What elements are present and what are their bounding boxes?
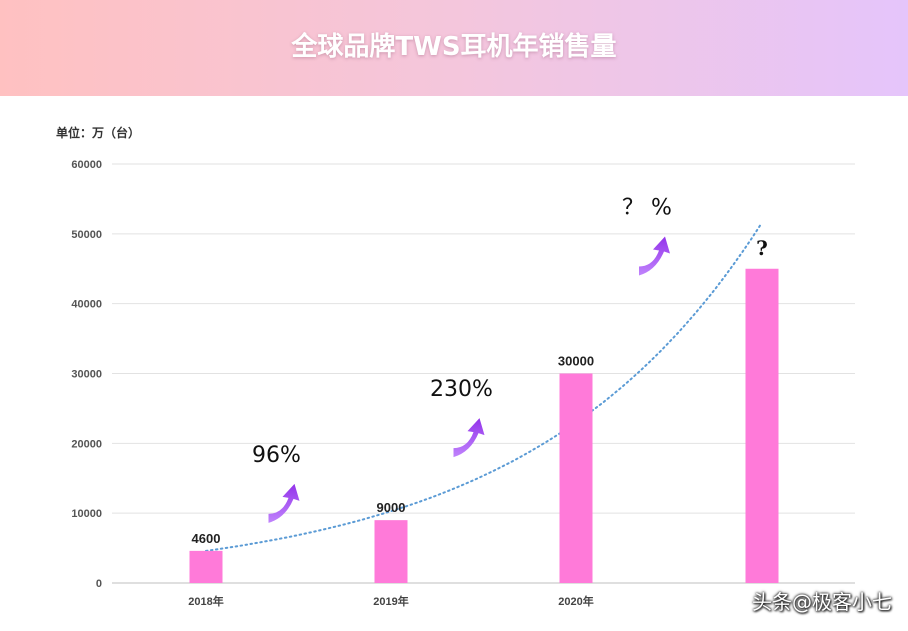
growth-arrow-icon <box>639 236 670 276</box>
y-tick-label: 50000 <box>71 229 102 241</box>
x-tick-label: 2020年 <box>558 594 593 608</box>
data-label: 30000 <box>558 354 594 369</box>
data-label: 4600 <box>192 531 221 546</box>
bar <box>189 550 223 583</box>
growth-label: 96% <box>252 443 301 468</box>
y-tick-label: 0 <box>96 578 102 590</box>
bar <box>559 373 593 583</box>
y-tick-label: 40000 <box>71 299 102 311</box>
x-tick-label: 2019年 <box>373 594 408 608</box>
header-banner <box>0 0 908 96</box>
data-label: ? <box>756 236 768 260</box>
growth-arrow-icon <box>268 483 300 523</box>
bar <box>374 520 408 583</box>
growth-arrow-icon <box>453 418 485 458</box>
arrow-shape <box>268 483 300 523</box>
bar <box>745 268 779 583</box>
watermark-text: 头条@极客小七 <box>752 590 892 614</box>
growth-label: ？ % <box>622 196 672 221</box>
page-title: 全球品牌TWS耳机年销售量 <box>291 32 617 62</box>
x-tick-label: 2018年 <box>188 594 223 608</box>
y-tick-label: 60000 <box>71 159 102 171</box>
y-tick-label: 10000 <box>71 508 102 520</box>
data-label: 9000 <box>377 500 406 515</box>
arrow-shape <box>639 236 670 276</box>
unit-label: 单位：万（台） <box>56 126 141 140</box>
y-tick-label: 20000 <box>71 438 102 450</box>
y-tick-label: 30000 <box>71 369 102 381</box>
growth-label: 230% <box>430 377 493 402</box>
arrow-shape <box>453 418 485 458</box>
